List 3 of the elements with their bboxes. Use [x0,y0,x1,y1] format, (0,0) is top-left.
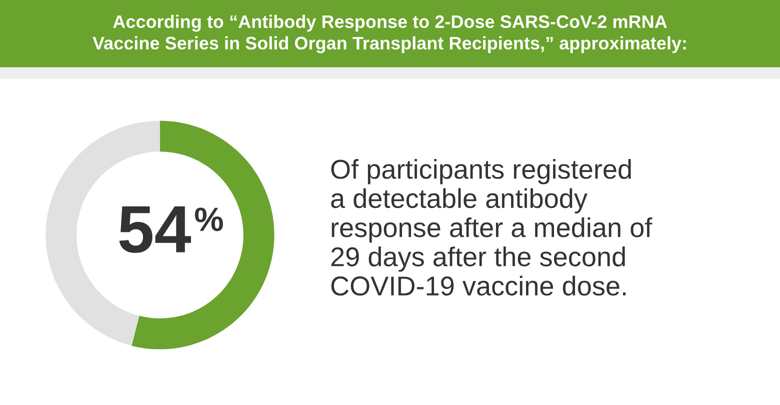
text: Of participants registered a detectable antibody response after a median of 29 days after the second COVID-19 vaccine dose. [331,159,652,296]
text: According to “Antibody Response to 2-Dose SARS-CoV-2 mRNA Vaccine Series in Solid Organ Transplant Recipients,” approximately: [92,14,686,54]
data-label: 54% [119,206,223,253]
